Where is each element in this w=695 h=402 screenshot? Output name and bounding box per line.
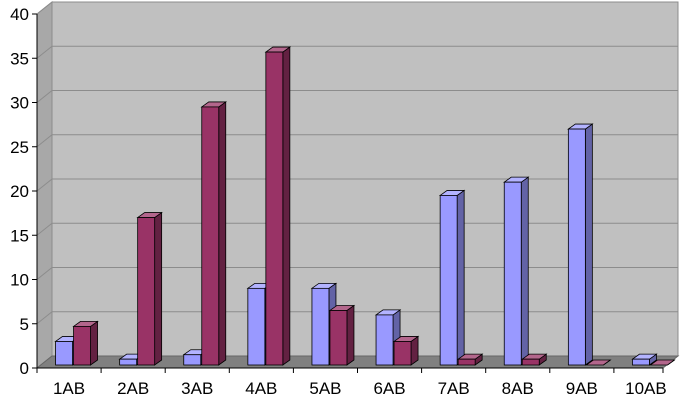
bar-front-face [375, 314, 394, 366]
x-tick-label: 2AB [117, 379, 149, 398]
gridline-side [36, 134, 53, 148]
bar-10AB-series-2 [649, 359, 676, 366]
bar-side-face [346, 304, 355, 366]
x-tick-label: 7AB [438, 379, 470, 398]
bar-front-face [73, 326, 91, 366]
x-tick-label: 5AB [309, 379, 341, 398]
bar-front-face [632, 358, 650, 366]
gridline-side [36, 311, 53, 325]
bar-front-face [567, 128, 586, 366]
bar-2AB-series-2 [136, 211, 163, 366]
bar-front-face [393, 341, 412, 366]
gridline-side [36, 178, 53, 192]
y-tick-label: 5 [20, 315, 29, 334]
bar-7AB-series-1 [438, 189, 466, 366]
bars [54, 46, 676, 366]
y-tick-label: 25 [10, 138, 29, 157]
gridline-side [36, 45, 53, 59]
bar-front-face [329, 310, 348, 366]
gridline-side [36, 1, 53, 15]
bar-side-face [584, 123, 593, 366]
bar-top-face [585, 359, 612, 366]
bar-front-face [137, 217, 156, 366]
x-axis-tick-labels: 1AB 2AB 3AB 4AB 5AB 6AB 7AB 8AB 9AB 10AB [53, 379, 667, 398]
bar-front-face [119, 358, 138, 366]
bar-side-face [520, 176, 529, 366]
y-tick-label: 10 [10, 271, 29, 290]
bar-side-face [154, 211, 163, 366]
gridline-side [36, 90, 53, 103]
bar-side-face [90, 320, 98, 366]
bar-front-face [311, 287, 330, 366]
y-axis-tick-labels: 0 5 10 15 20 25 30 35 40 [10, 5, 29, 378]
x-tick-label: 9AB [566, 379, 598, 398]
gridline-side [36, 267, 53, 280]
bar-10AB-series-1 [631, 353, 658, 366]
axes [32, 13, 664, 373]
bar-3AB-series-2 [200, 101, 227, 366]
y-tick-label: 35 [10, 49, 29, 68]
y-tick-label: 15 [10, 226, 29, 245]
bar-top-face [649, 359, 676, 366]
bar-1AB-series-2 [72, 320, 99, 366]
x-tick-label: 3AB [181, 379, 213, 398]
x-tick-label: 10AB [625, 379, 667, 398]
bar-front-face [457, 358, 476, 366]
bar-5AB-series-2 [328, 304, 356, 366]
bar-front-face [55, 341, 73, 366]
bar-4AB-series-2 [264, 46, 292, 366]
y-tick-label: 40 [10, 5, 29, 24]
bar-front-face [439, 195, 458, 366]
bar-front-face [503, 181, 522, 366]
x-tick-label: 8AB [502, 379, 534, 398]
bar-6AB-series-2 [392, 335, 420, 366]
x-tick-label: 4AB [245, 379, 277, 398]
bar-front-face [183, 354, 202, 366]
bar-8AB-series-2 [521, 353, 548, 366]
y-tick-label: 0 [20, 359, 29, 378]
bar-9AB-series-2 [585, 359, 612, 366]
bar-side-face [282, 46, 291, 366]
bar-7AB-series-2 [456, 353, 484, 366]
bar-front-face [521, 358, 540, 366]
bar-front-face [201, 106, 220, 366]
x-tick-label: 1AB [53, 379, 85, 398]
bar-front-face [265, 51, 284, 366]
bar-side-face [456, 189, 465, 366]
gridline-side [36, 222, 53, 236]
x-tick-label: 6AB [373, 379, 405, 398]
bar-front-face [247, 287, 266, 366]
y-tick-label: 20 [10, 182, 29, 201]
bar-side-face [218, 101, 227, 366]
bar-9AB-series-1 [567, 123, 594, 366]
y-tick-label: 30 [10, 94, 29, 113]
bar-8AB-series-1 [503, 176, 530, 366]
